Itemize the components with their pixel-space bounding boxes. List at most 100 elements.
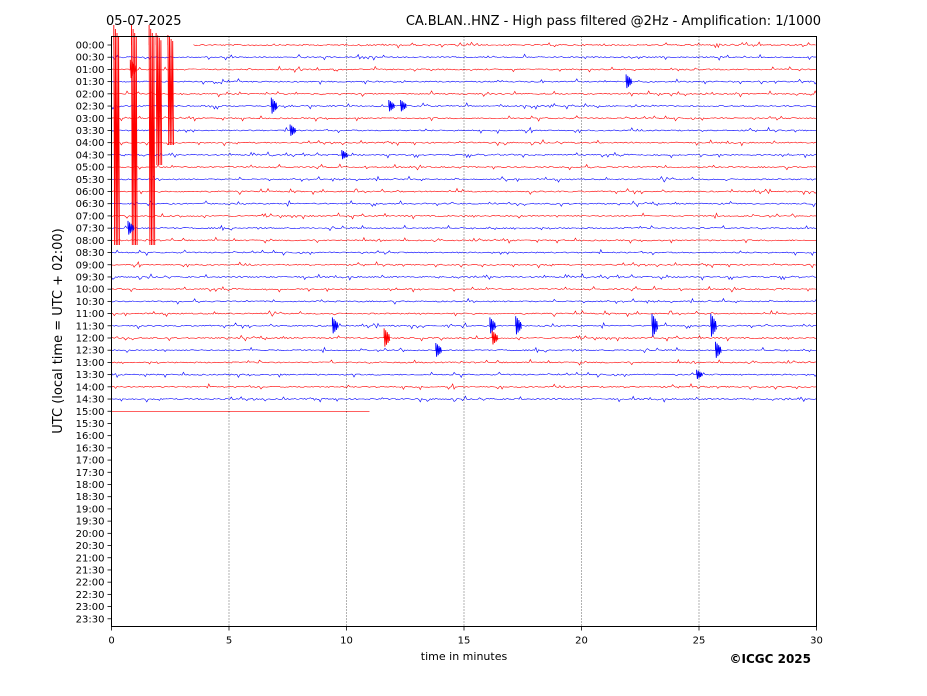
y-tick-label: 21:00 <box>76 553 105 564</box>
seismic-trace <box>111 212 817 220</box>
seismic-event <box>715 341 722 358</box>
seismic-event <box>491 330 499 345</box>
seismic-event <box>270 97 278 114</box>
seismic-event <box>331 317 339 334</box>
y-tick-label: 04:30 <box>76 150 105 161</box>
y-tick-label: 19:30 <box>76 517 105 528</box>
y-tick-label: 09:30 <box>76 272 105 283</box>
y-tick-label: 05:00 <box>76 163 105 174</box>
y-tick-label: 01:00 <box>76 65 105 76</box>
y-tick-label: 02:00 <box>76 89 105 100</box>
seismic-trace <box>111 358 817 366</box>
y-tick-label: 19:00 <box>76 504 105 515</box>
seismic-event <box>129 59 137 79</box>
y-tick-label: 03:00 <box>76 114 105 125</box>
x-tick-label: 25 <box>693 636 706 647</box>
y-tick-label: 21:30 <box>76 565 105 576</box>
y-tick-label: 17:30 <box>76 468 105 479</box>
seismic-trace <box>111 78 817 85</box>
y-tick-label: 11:30 <box>76 321 105 332</box>
seismic-event <box>515 316 522 335</box>
seismic-trace <box>111 175 817 183</box>
y-tick-label: 23:30 <box>76 614 105 625</box>
seismic-trace <box>111 199 817 208</box>
seismic-event <box>383 328 391 347</box>
seismic-trace <box>111 53 817 61</box>
seismic-event <box>113 24 120 246</box>
y-tick-label: 08:30 <box>76 248 105 259</box>
x-tick-label: 5 <box>226 636 232 647</box>
seismic-event <box>651 313 659 337</box>
seismic-event <box>127 220 135 235</box>
seismic-trace <box>111 309 817 318</box>
y-tick-label: 06:00 <box>76 187 105 198</box>
seismic-trace <box>111 322 817 330</box>
y-tick-label: 13:00 <box>76 358 105 369</box>
y-tick-label: 17:00 <box>76 456 105 467</box>
y-tick-label: 10:00 <box>76 285 105 296</box>
seismic-trace <box>111 346 817 354</box>
y-tick-label: 22:30 <box>76 590 105 601</box>
y-tick-label: 05:30 <box>76 175 105 186</box>
y-tick-label: 00:00 <box>76 41 105 52</box>
y-axis-label: UTC (local time = UTC + 02:00) <box>51 228 66 433</box>
seismic-event <box>289 124 297 136</box>
seismic-event <box>489 317 496 334</box>
seismic-event <box>167 34 174 146</box>
seismic-event <box>400 99 407 112</box>
y-tick-label: 18:30 <box>76 492 105 503</box>
chart-title: CA.BLAN..HNZ - High pass filtered @2Hz -… <box>406 14 821 29</box>
y-tick-label: 16:00 <box>76 431 105 442</box>
y-tick-label: 12:30 <box>76 346 105 357</box>
seismic-trace <box>111 139 817 147</box>
seismic-event <box>435 342 442 357</box>
y-tick-label: 22:00 <box>76 578 105 589</box>
y-tick-label: 20:30 <box>76 541 105 552</box>
trace-layer <box>111 24 817 412</box>
x-tick-label: 10 <box>340 636 353 647</box>
y-tick-label: 06:30 <box>76 199 105 210</box>
seismic-event <box>625 74 633 89</box>
y-tick-label: 08:00 <box>76 236 105 247</box>
y-tick-label: 03:30 <box>76 126 105 137</box>
x-tick-label: 30 <box>810 636 823 647</box>
y-tick-label: 00:30 <box>76 53 105 64</box>
seismic-trace <box>111 224 817 232</box>
seismic-trace <box>193 41 816 49</box>
seismic-event <box>388 99 395 112</box>
y-tick-label: 07:30 <box>76 224 105 235</box>
seismic-event <box>148 24 156 246</box>
y-tick-label: 02:30 <box>76 102 105 113</box>
y-tick-label: 16:30 <box>76 443 105 454</box>
y-tick-label: 14:30 <box>76 395 105 406</box>
y-tick-label: 18:00 <box>76 480 105 491</box>
x-axis: 0 5 10 15 20 25 30 <box>108 626 823 647</box>
seismic-trace <box>111 236 817 244</box>
x-tick-label: 0 <box>108 636 114 647</box>
y-tick-label: 09:00 <box>76 260 105 271</box>
y-tick-label: 20:00 <box>76 529 105 540</box>
x-tick-label: 15 <box>458 636 471 647</box>
x-axis-label: time in minutes <box>421 650 508 663</box>
y-tick-label: 15:00 <box>76 407 105 418</box>
copyright-label: ©ICGC 2025 <box>729 652 811 666</box>
seismic-trace <box>111 163 817 171</box>
seismic-event <box>131 24 138 246</box>
y-tick-label: 14:00 <box>76 382 105 393</box>
y-tick-label: 11:00 <box>76 309 105 320</box>
grid-lines <box>228 36 700 627</box>
seismic-trace <box>111 395 817 403</box>
y-tick-label: 01:30 <box>76 77 105 88</box>
y-tick-label: 15:30 <box>76 419 105 430</box>
y-tick-label: 07:00 <box>76 211 105 222</box>
seismic-event <box>696 369 703 379</box>
y-tick-label: 10:30 <box>76 297 105 308</box>
y-tick-label: 13:30 <box>76 370 105 381</box>
y-tick-label: 23:00 <box>76 602 105 613</box>
seismic-event <box>155 32 163 166</box>
date-label: 05-07-2025 <box>106 14 182 29</box>
seismic-event <box>710 313 717 337</box>
x-tick-label: 20 <box>575 636 588 647</box>
